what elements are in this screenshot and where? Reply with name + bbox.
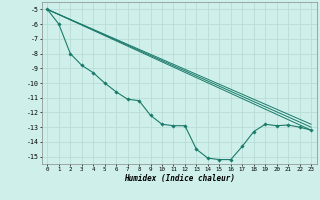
X-axis label: Humidex (Indice chaleur): Humidex (Indice chaleur) xyxy=(124,174,235,183)
